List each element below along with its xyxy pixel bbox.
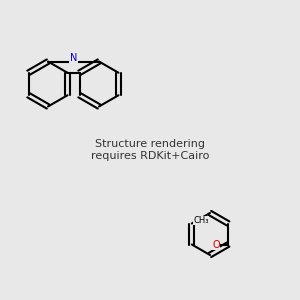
Text: N: N: [70, 53, 77, 64]
Text: Structure rendering
requires RDKit+Cairo: Structure rendering requires RDKit+Cairo: [91, 139, 209, 161]
Text: CH₃: CH₃: [193, 216, 208, 225]
Text: O: O: [212, 239, 220, 250]
